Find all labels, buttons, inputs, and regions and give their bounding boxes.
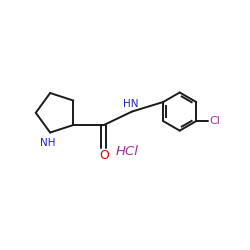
Text: Cl: Cl xyxy=(210,116,220,126)
Text: HCl: HCl xyxy=(116,146,139,158)
Text: HN: HN xyxy=(123,99,138,109)
Text: NH: NH xyxy=(40,138,56,148)
Text: O: O xyxy=(99,148,109,162)
